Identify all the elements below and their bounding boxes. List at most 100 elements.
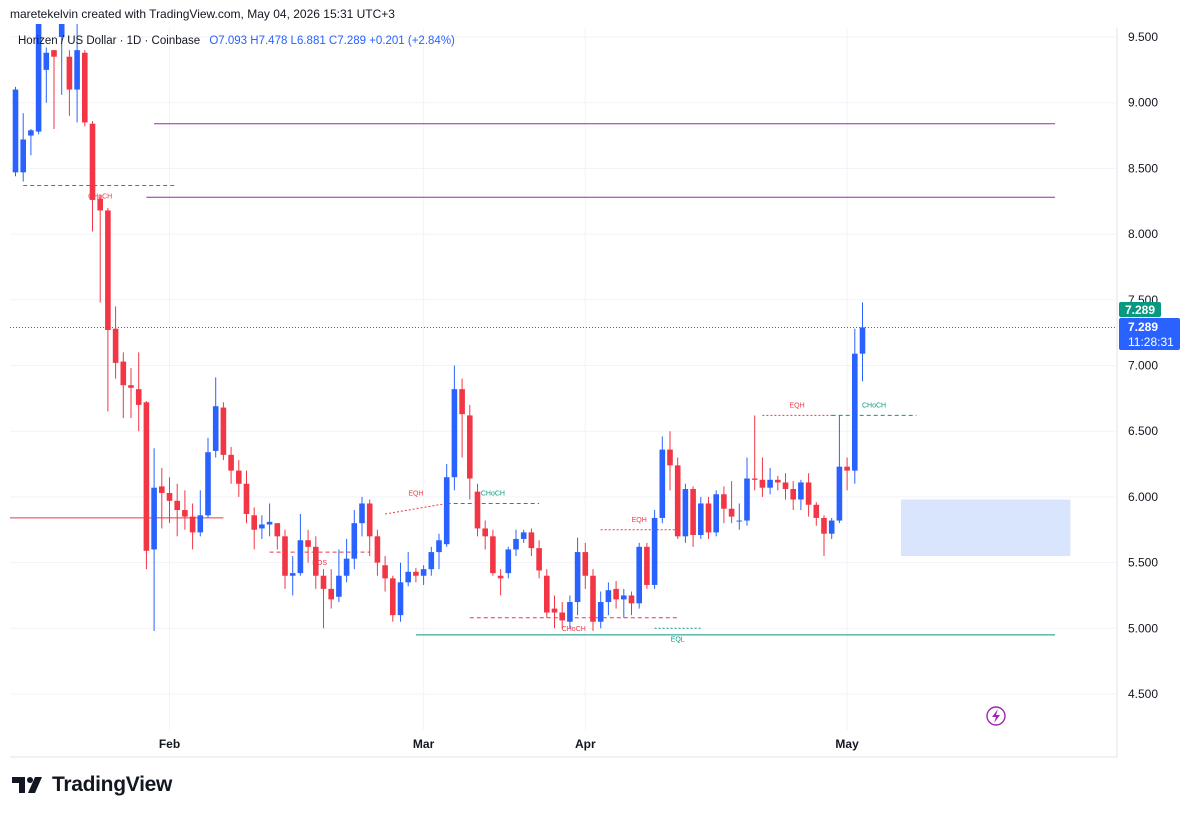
candle-body (174, 500, 180, 511)
candle-body (413, 571, 419, 576)
tradingview-logo-icon (12, 777, 42, 793)
ohlc-values: O7.093 H7.478 L6.881 C7.289 +0.201 (+2.8… (209, 35, 455, 47)
structure-label: CHoCH (562, 626, 586, 633)
candle-body (105, 210, 111, 331)
y-tick-label: 5.500 (1128, 556, 1158, 570)
candle-body (682, 489, 689, 537)
brand-name: TradingView (52, 773, 173, 796)
candle-body (690, 489, 696, 536)
candle-body (143, 402, 150, 551)
candle-body (51, 50, 57, 57)
candle-body (382, 565, 388, 579)
candle-body (128, 385, 134, 388)
candle-body (436, 540, 442, 553)
candle-body (482, 528, 488, 537)
candle-body (359, 503, 365, 524)
candle-body (759, 479, 766, 488)
candle-body (767, 479, 773, 488)
price-axis: 4.5005.0005.5006.0006.5007.0007.5008.000… (1128, 30, 1158, 701)
candle-body (112, 328, 119, 363)
candle-body (282, 536, 288, 576)
candle-body (605, 590, 612, 603)
candle-body (366, 503, 373, 537)
candle-body (66, 56, 73, 90)
candle-body (859, 327, 866, 354)
y-tick-label: 9.500 (1128, 30, 1158, 44)
candle-body (82, 52, 88, 123)
candle-body (451, 389, 458, 478)
structure-label: BOS (312, 560, 327, 567)
candle-body (351, 523, 358, 559)
candle-body (397, 582, 404, 616)
time-axis: Feb Mar Apr May (159, 737, 859, 751)
candle-body (336, 575, 342, 597)
candle-body (744, 478, 750, 521)
fvg-zone (901, 499, 1071, 557)
candle-body (405, 571, 411, 583)
candle-body (390, 578, 396, 616)
candle-body (135, 389, 142, 405)
candle-body (674, 465, 681, 537)
candle-body (289, 573, 296, 576)
candle-body (728, 508, 735, 517)
structure-line (385, 502, 447, 515)
candle-body (713, 494, 719, 533)
tradingview-brand[interactable]: TradingView (12, 773, 172, 797)
alert-button[interactable] (986, 706, 1006, 726)
chart-credit: maretekelvin created with TradingView.co… (10, 7, 395, 21)
candle-body (597, 602, 604, 622)
x-tick-label: Feb (159, 737, 180, 751)
candle-body (166, 492, 173, 501)
y-tick-label: 5.000 (1128, 621, 1158, 635)
candle-body (220, 407, 227, 455)
candle-body (505, 549, 512, 574)
y-tick-label: 6.000 (1128, 490, 1158, 504)
candle-body (459, 389, 465, 415)
y-tick-label: 8.000 (1128, 227, 1158, 241)
candle-body (590, 575, 596, 622)
candle-body (798, 482, 804, 500)
candle-body (159, 486, 165, 493)
candle-body (582, 552, 589, 576)
candle-body (536, 548, 542, 571)
candles (12, 24, 866, 631)
candle-body (775, 479, 781, 483)
candle-body (513, 538, 519, 550)
y-tick-label: 7.000 (1128, 359, 1158, 373)
candle-body (313, 546, 319, 576)
candle-body (120, 361, 127, 386)
candle-body (228, 454, 234, 471)
candle-body (89, 123, 96, 200)
candle-body (544, 575, 550, 613)
structure-label: EQH (789, 402, 804, 409)
last-price-tag-text: 7.289 (1128, 320, 1158, 334)
candle-body (328, 588, 334, 600)
market-structure-lines: CHoCHBOSEQHCHoCHEQHCHoCHEQLEQHCHoCH (10, 123, 1055, 643)
last-price-tag (1119, 318, 1180, 350)
x-tick-label: Mar (413, 737, 435, 751)
candle-body (320, 575, 327, 589)
candle-body (266, 521, 273, 525)
candle-body (205, 452, 211, 516)
y-tick-label: 9.000 (1128, 96, 1158, 110)
candle-body (274, 523, 281, 537)
countdown-text: 11:28:31 (1128, 335, 1174, 349)
candle-body (520, 532, 527, 539)
candle-body (559, 612, 565, 621)
candlestick-chart[interactable]: CHoCHBOSEQHCHoCHEQHCHoCHEQLEQHCHoCH 4.50… (0, 24, 1195, 759)
symbol-legend: Horizen / US Dollar · 1D · Coinbase O7.0… (18, 35, 455, 47)
structure-label: CHoCH (481, 490, 505, 497)
structure-label: EQH (408, 490, 423, 497)
close-price-tag (1119, 302, 1161, 317)
candle-body (490, 536, 496, 574)
candle-body (805, 482, 812, 505)
candle-body (567, 602, 573, 622)
candle-body (844, 466, 850, 471)
x-tick-label: May (835, 737, 859, 751)
structure-label: EQL (671, 636, 685, 643)
candle-body (43, 52, 50, 70)
candle-body (667, 449, 673, 466)
candle-body (467, 415, 473, 479)
candle-body (182, 510, 188, 517)
